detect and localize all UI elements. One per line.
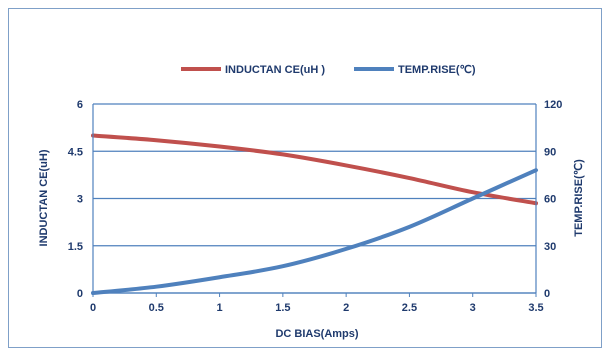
legend-label-inductance: INDUCTAN CE(uH ) — [225, 64, 325, 76]
y2-tick-label-4: 120 — [544, 99, 562, 111]
y-tick-label-3: 4.5 — [68, 146, 83, 158]
x-tick-label-0: 0 — [90, 302, 96, 314]
y-axis-title: INDUCTAN CE(uH) — [38, 149, 50, 246]
axes — [92, 104, 537, 294]
x-tick-label-2: 1 — [217, 302, 223, 314]
x-tick-label-3: 1.5 — [275, 302, 290, 314]
y2-axis-title: TEMP.RISE(℃) — [573, 159, 585, 237]
y2-tick-label-1: 30 — [544, 241, 556, 253]
y-axis-ticks: 0 1.5 3 4.5 6 — [68, 99, 83, 300]
y2-axis-ticks: 0 30 60 90 120 — [544, 99, 562, 300]
x-tick-label-7: 3.5 — [528, 302, 543, 314]
y2-tick-label-0: 0 — [544, 288, 550, 300]
chart-frame: 0 1.5 3 4.5 6 0 30 60 90 120 0 0.5 1 1.5 2 2.5 3 3.5 DC… — [8, 8, 602, 348]
y-tick-label-4: 6 — [77, 99, 83, 111]
y2-tick-label-2: 60 — [544, 194, 556, 206]
y2-tick-label-3: 90 — [544, 146, 556, 158]
x-tick-label-4: 2 — [343, 302, 349, 314]
y-tick-label-2: 3 — [77, 194, 83, 206]
series-line-temp-rise — [91, 168, 538, 295]
x-axis-title: DC BIAS(Amps) — [275, 328, 358, 340]
y-tick-label-0: 0 — [77, 288, 83, 300]
series-layer — [91, 133, 538, 295]
legend-label-temp-rise: TEMP.RISE(℃) — [398, 64, 476, 76]
x-tick-label-6: 3 — [470, 302, 476, 314]
chart: 0 1.5 3 4.5 6 0 30 60 90 120 0 0.5 1 1.5 2 2.5 3 3.5 DC… — [38, 64, 585, 340]
x-axis-ticks: 0 0.5 1 1.5 2 2.5 3 3.5 — [90, 293, 544, 314]
series-line-inductance — [91, 133, 538, 206]
legend: INDUCTAN CE(uH ) TEMP.RISE(℃) — [181, 64, 476, 76]
x-tick-label-1: 0.5 — [149, 302, 164, 314]
y-tick-label-1: 1.5 — [68, 241, 83, 253]
x-tick-label-5: 2.5 — [402, 302, 417, 314]
